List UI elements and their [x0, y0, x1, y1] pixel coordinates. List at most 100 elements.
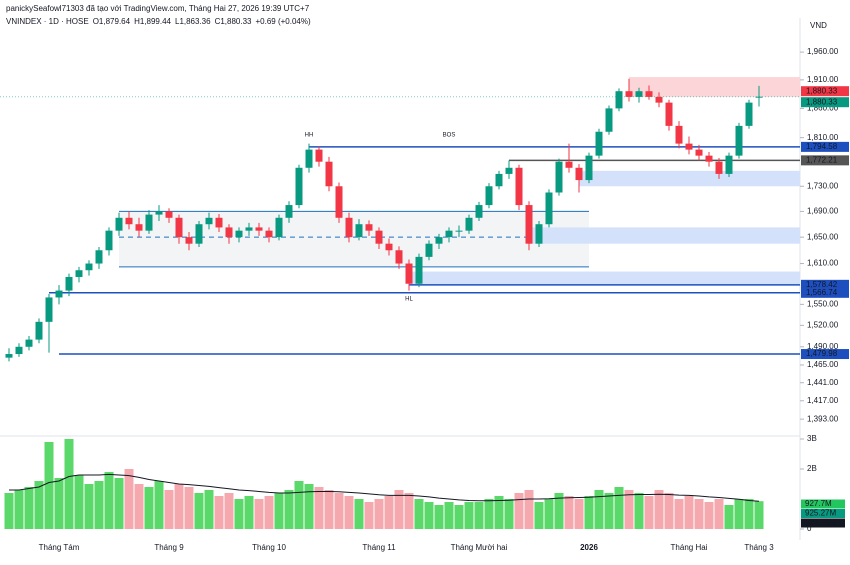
volume-bar — [394, 490, 404, 529]
volume-bar — [234, 499, 244, 529]
candle-body — [105, 230, 113, 251]
volume-bar — [214, 496, 224, 529]
volume-bar — [514, 493, 524, 529]
candle-body — [435, 237, 443, 244]
candle-body — [585, 155, 593, 181]
volume-bar — [164, 490, 174, 529]
annotation: BOS — [443, 132, 456, 138]
y-tick-label: 1,810.00 — [807, 133, 839, 142]
volume-bar — [434, 505, 444, 529]
legend-symbol: VNINDEX · 1D · HOSE — [6, 17, 89, 26]
legend-high: 1,899.44 — [140, 17, 172, 26]
volume-bar — [624, 490, 634, 529]
volume-bar — [494, 496, 504, 529]
candle-body — [725, 155, 733, 174]
candle-body — [315, 149, 323, 162]
y-tick-label: 1,441.00 — [807, 378, 839, 387]
volume-bar — [424, 502, 434, 529]
volume-label: 925.27M — [805, 509, 836, 518]
price-tag — [801, 97, 849, 108]
level-tag — [801, 287, 849, 298]
candle-body — [215, 217, 223, 228]
candle-body — [465, 217, 473, 231]
volume-bar — [84, 484, 94, 529]
candle-body — [255, 227, 263, 231]
candle-body — [345, 217, 353, 238]
candle-body — [605, 108, 613, 132]
volume-tick-label: 2B — [807, 464, 817, 473]
volume-bar — [754, 501, 764, 529]
candle-body — [735, 125, 743, 156]
candle-body — [685, 143, 693, 150]
candle-body — [85, 263, 93, 271]
x-tick-label: Tháng Mười hai — [451, 543, 508, 552]
volume-tag — [801, 499, 845, 509]
volume-bar — [594, 490, 604, 529]
volume-tag — [801, 509, 845, 518]
volume-bar — [284, 490, 294, 529]
volume-bar — [724, 505, 734, 529]
candle-body — [15, 346, 23, 355]
legend-change: +0.69 (+0.04%) — [256, 17, 311, 26]
y-tick-label: 1,550.00 — [807, 299, 839, 308]
x-tick-label: Tháng Hai — [671, 543, 708, 552]
volume-bar — [714, 499, 724, 529]
candle-body — [615, 91, 623, 109]
candle-body — [575, 167, 583, 181]
volume-bar — [124, 469, 134, 529]
candle-body — [515, 167, 523, 206]
y-tick-label: 1,520.00 — [807, 320, 839, 329]
volume-bar — [254, 499, 264, 529]
candle-body — [545, 192, 553, 225]
volume-bar — [184, 487, 194, 529]
candle-body — [175, 217, 183, 238]
candle-body — [745, 102, 753, 126]
volume-bar — [564, 496, 574, 529]
volume-bar — [134, 484, 144, 529]
volume-bar — [154, 481, 164, 529]
candle-body — [395, 250, 403, 264]
candle-body — [655, 96, 663, 103]
volume-bar — [174, 484, 184, 529]
candle-body — [705, 155, 713, 162]
x-tick-label: Tháng 10 — [252, 543, 286, 552]
volume-bar — [64, 439, 74, 529]
volume-bar — [694, 499, 704, 529]
price-label: 1,880.33 — [806, 86, 838, 95]
volume-label: 903.78M — [805, 518, 836, 527]
candle-body — [145, 214, 153, 231]
candle-body — [235, 230, 243, 238]
x-tick-label: Tháng Tám — [39, 543, 80, 552]
volume-bar — [524, 490, 534, 529]
volume-bar — [704, 502, 714, 529]
zone — [529, 227, 800, 244]
candle-body — [275, 217, 283, 238]
candle-body — [155, 211, 163, 215]
volume-label: 927.7M — [805, 499, 832, 508]
volume-bar — [314, 487, 324, 529]
volume-bar — [334, 493, 344, 529]
level-label: 1,566.74 — [806, 288, 838, 297]
volume-bar — [104, 472, 114, 529]
legend-low: 1,863.36 — [179, 17, 211, 26]
level-tag — [801, 279, 849, 290]
zone — [409, 271, 800, 285]
volume-bar — [664, 493, 674, 529]
legend-c: C — [215, 17, 221, 26]
volume-bar — [484, 499, 494, 529]
candle-body — [485, 186, 493, 206]
volume-bar — [14, 490, 24, 529]
volume-bar — [634, 493, 644, 529]
candle-body — [35, 321, 43, 340]
volume-bar — [574, 499, 584, 529]
candle-body — [555, 161, 563, 193]
volume-tick-label: 3B — [807, 434, 817, 443]
volume-bar — [584, 496, 594, 529]
legend-open: 1,879.64 — [99, 17, 131, 26]
volume-bar — [194, 493, 204, 529]
candle-body — [335, 186, 343, 218]
candle-body — [425, 243, 433, 257]
volume-bar — [414, 499, 424, 529]
volume-bar — [274, 493, 284, 529]
legend-o: O — [93, 17, 99, 26]
